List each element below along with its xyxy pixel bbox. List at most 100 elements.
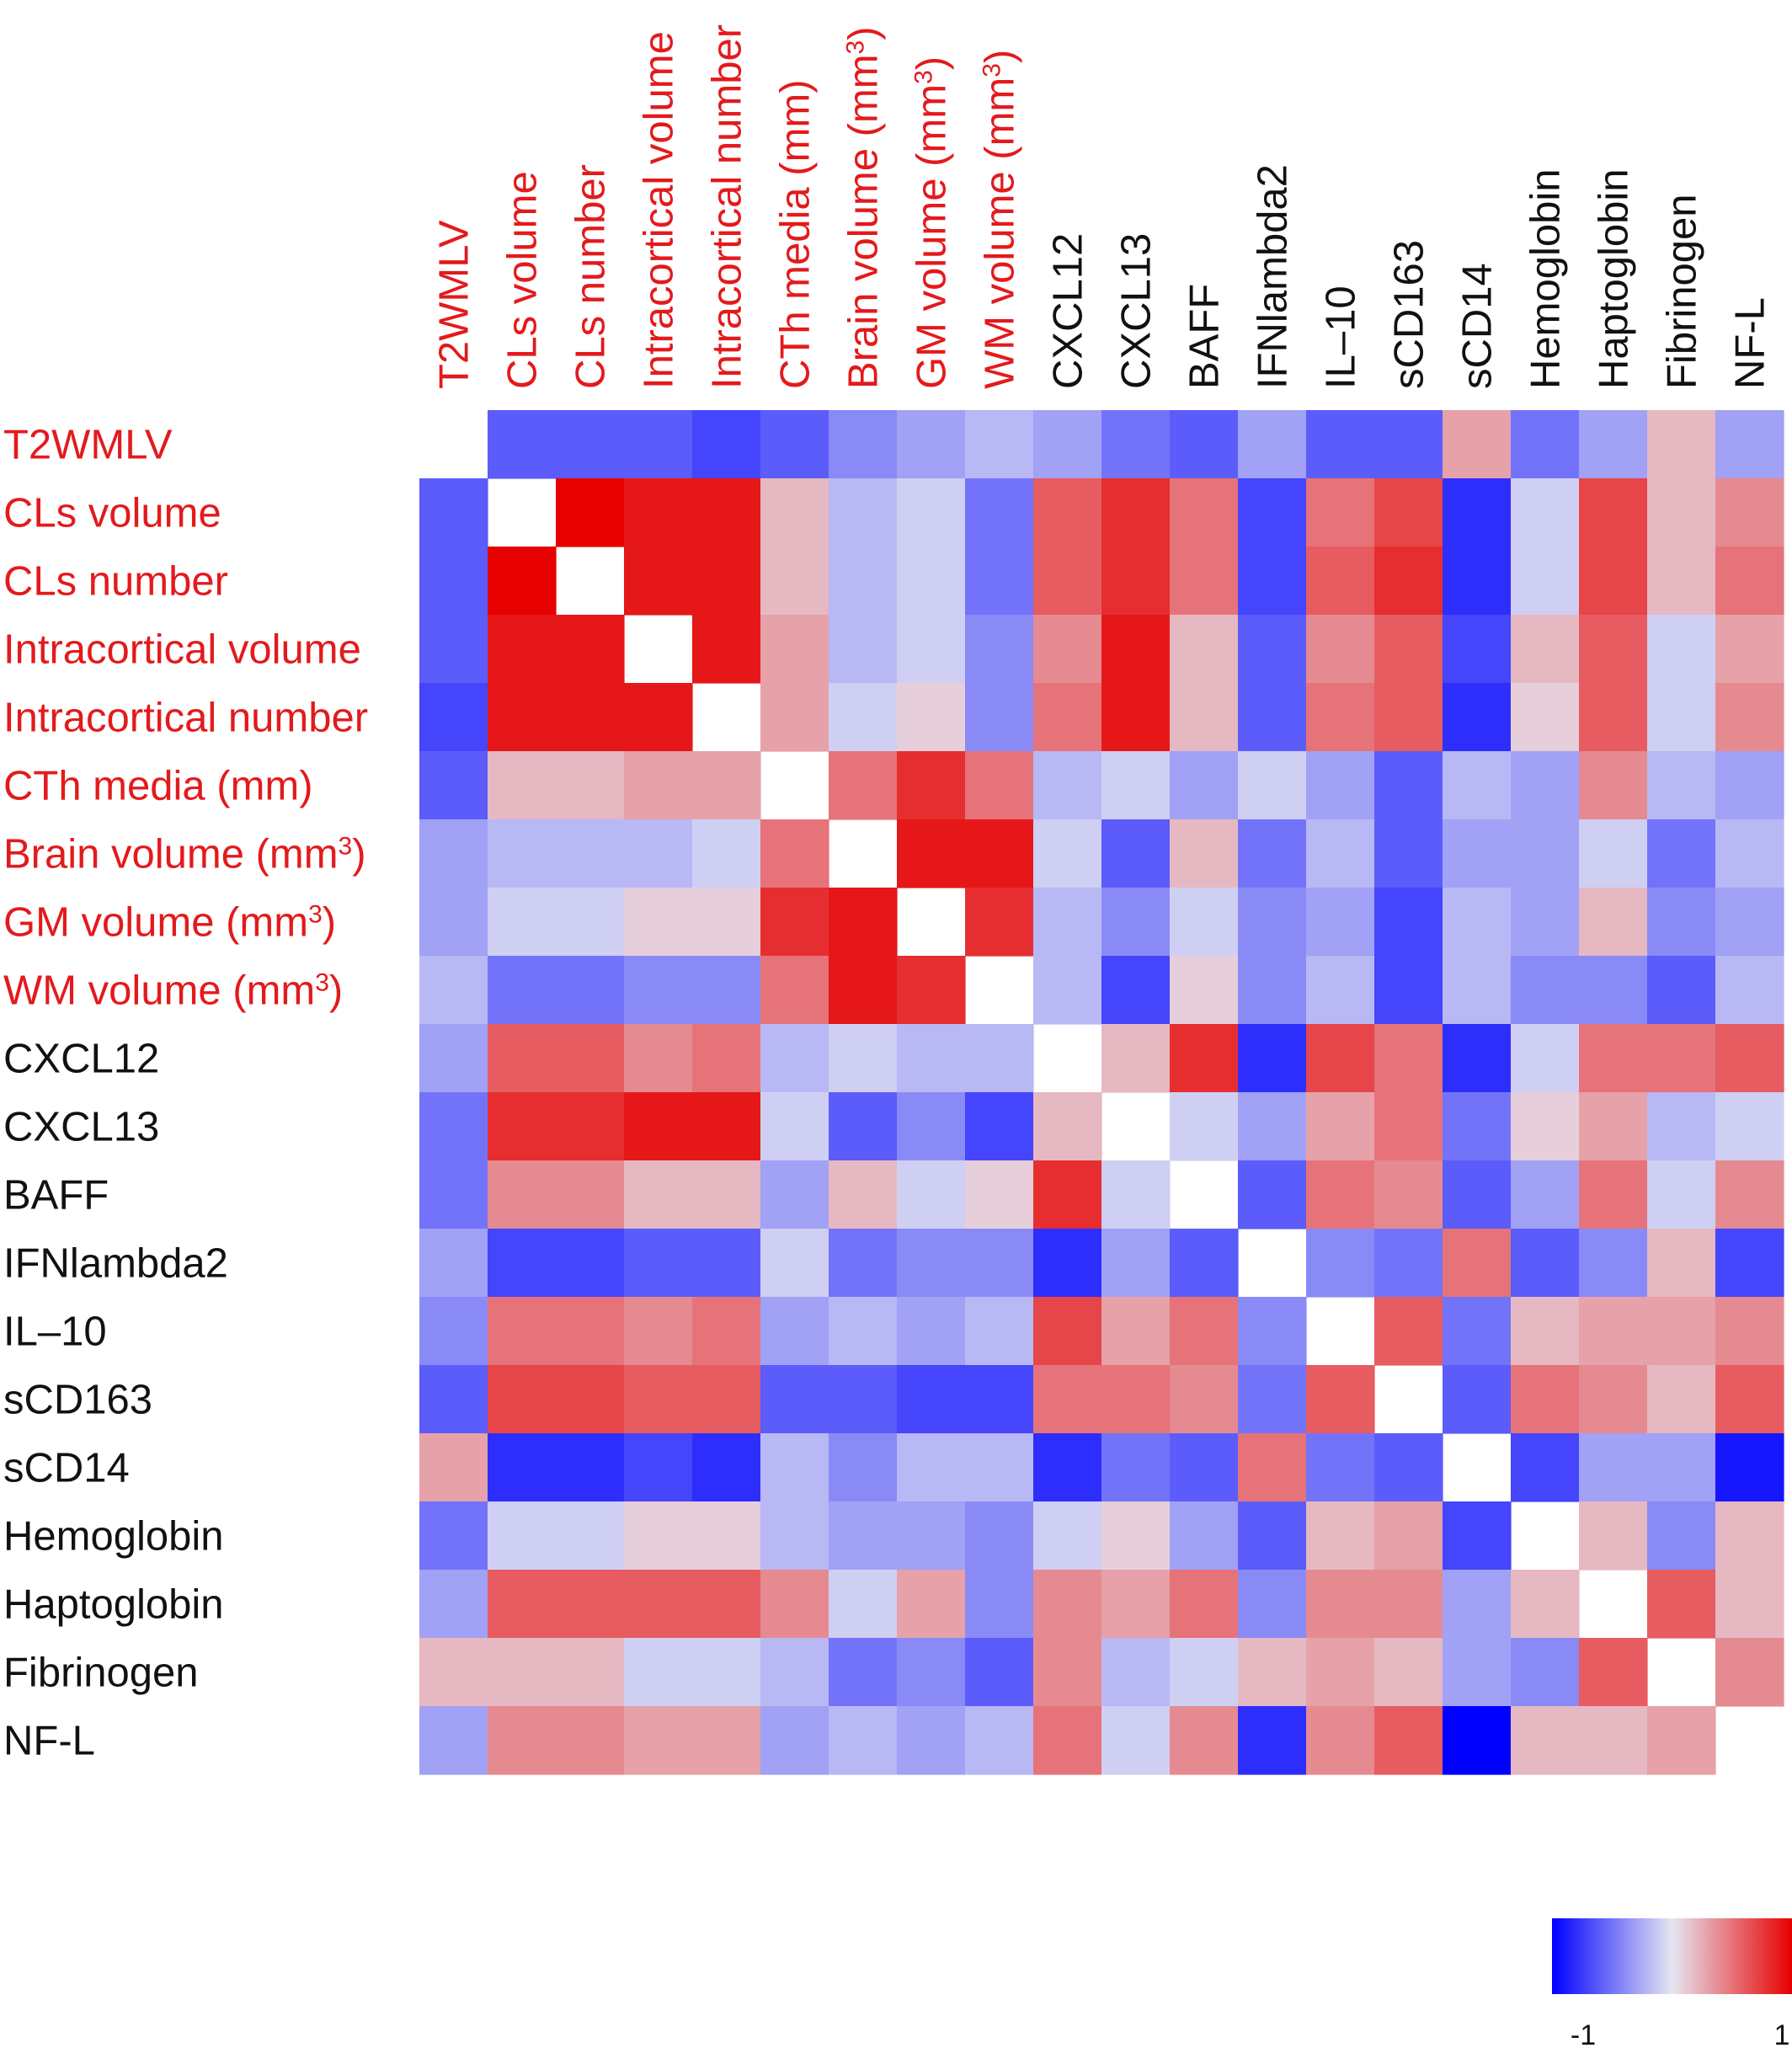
heatmap-cell: [1443, 1638, 1512, 1707]
heatmap-cell: [1238, 1706, 1307, 1775]
heatmap-cell: [556, 1706, 625, 1775]
heatmap-cell: [965, 1297, 1034, 1366]
heatmap-cell: [1715, 956, 1784, 1025]
heatmap-cell: [1306, 819, 1375, 888]
heatmap-cell: [419, 819, 488, 888]
heatmap-cell: [1579, 478, 1648, 547]
heatmap-cell: [556, 1160, 625, 1229]
row-label-baff: BAFF: [3, 1173, 109, 1219]
heatmap-cell: [965, 1024, 1034, 1093]
heatmap-cell: [1579, 888, 1648, 957]
heatmap-cell: [897, 956, 966, 1025]
heatmap-cell: [829, 410, 898, 479]
heatmap-cell: [1374, 1229, 1443, 1298]
heatmap-cell: [1647, 751, 1716, 820]
heatmap-cell: [1238, 1365, 1307, 1434]
heatmap-cell: [692, 1092, 761, 1161]
heatmap-cell: [1170, 1501, 1239, 1571]
heatmap-cell: [1033, 683, 1102, 752]
heatmap-cell: [1374, 1706, 1443, 1775]
heatmap-cell: [1374, 751, 1443, 820]
heatmap-cell: [1101, 683, 1171, 752]
heatmap-cell: [556, 683, 625, 752]
heatmap-cell: [1647, 1433, 1716, 1502]
heatmap-cell: [1101, 819, 1171, 888]
heatmap-cell: [1511, 410, 1580, 479]
heatmap-cell: [1238, 1501, 1307, 1571]
heatmap-cell: [897, 1092, 966, 1161]
heatmap-cell: [760, 1433, 829, 1502]
heatmap-cell: [760, 1297, 829, 1366]
heatmap-cell: [1443, 547, 1512, 616]
heatmap-cell: [1306, 410, 1375, 479]
heatmap-cell: [760, 683, 829, 752]
heatmap-cell: [1579, 615, 1648, 684]
heatmap-cell: [488, 1297, 557, 1366]
heatmap-cell: [897, 1365, 966, 1434]
heatmap-cell: [760, 410, 829, 479]
heatmap-cell: [1511, 1706, 1580, 1775]
column-label-cxcl12: CXCL12: [1046, 233, 1091, 389]
heatmap-cell: [1238, 888, 1307, 957]
heatmap-cell: [1101, 1160, 1171, 1229]
heatmap-cell: [1101, 410, 1171, 479]
heatmap-cell: [1101, 1570, 1171, 1639]
row-label-cls-number: CLs number: [3, 559, 228, 605]
heatmap-cell: [692, 1706, 761, 1775]
heatmap-cell: [488, 1229, 557, 1298]
heatmap-cell: [1647, 478, 1716, 547]
heatmap-cell: [1238, 956, 1307, 1025]
heatmap-cell: [1101, 1433, 1171, 1502]
legend-max-label: 1: [1774, 2019, 1790, 2048]
heatmap-cell: [965, 547, 1034, 616]
heatmap-cell: [1374, 683, 1443, 752]
column-label-nf-l: NF-L: [1728, 297, 1773, 389]
heatmap-cell: [829, 547, 898, 616]
heatmap-cell: [1443, 1160, 1512, 1229]
heatmap-cell: [624, 819, 693, 888]
heatmap-cell: [1579, 1501, 1648, 1571]
heatmap-cell: [760, 1501, 829, 1571]
heatmap-cell: [760, 819, 829, 888]
heatmap-cell: [1443, 478, 1512, 547]
heatmap-cell: [419, 1501, 488, 1571]
heatmap-cell: [1033, 1706, 1102, 1775]
heatmap-cell: [1579, 751, 1648, 820]
heatmap-cell: [1374, 956, 1443, 1025]
column-label-cxcl13: CXCL13: [1114, 233, 1160, 389]
heatmap-cell: [1511, 1297, 1580, 1366]
column-label-t2wmlv: T2WMLV: [432, 220, 477, 389]
heatmap-cell: [1443, 1092, 1512, 1161]
row-label-gm-volume-mm3: GM volume (mm3): [3, 900, 336, 946]
heatmap-cell: [1579, 1024, 1648, 1093]
heatmap-cell: [1715, 1024, 1784, 1093]
heatmap-cell: [1238, 1092, 1307, 1161]
heatmap-cell: [1511, 547, 1580, 616]
heatmap-cell: [624, 683, 693, 752]
heatmap-cell: [829, 751, 898, 820]
heatmap-cell: [624, 1501, 693, 1571]
heatmap-cell: [1443, 615, 1512, 684]
heatmap-cell: [1101, 1297, 1171, 1366]
heatmap-cell: [1238, 410, 1307, 479]
heatmap-cell: [1306, 956, 1375, 1025]
heatmap-cell: [419, 1297, 488, 1366]
heatmap-cell: [1647, 1024, 1716, 1093]
heatmap-cell: [692, 410, 761, 479]
heatmap-cell: [1101, 956, 1171, 1025]
heatmap-cell: [1170, 478, 1239, 547]
heatmap-cell: [829, 615, 898, 684]
heatmap-cell: [624, 888, 693, 957]
heatmap-cell: [624, 1365, 693, 1434]
heatmap-cell: [692, 547, 761, 616]
heatmap-cell: [556, 1365, 625, 1434]
heatmap-cell: [965, 1160, 1034, 1229]
heatmap-cell: [1033, 819, 1102, 888]
heatmap-cell: [419, 1229, 488, 1298]
heatmap-cell: [1579, 547, 1648, 616]
heatmap-cell: [829, 1638, 898, 1707]
heatmap-cell: [1443, 1706, 1512, 1775]
column-label-fibrinogen: Fibrinogen: [1660, 194, 1705, 389]
heatmap-cell: [488, 1024, 557, 1093]
